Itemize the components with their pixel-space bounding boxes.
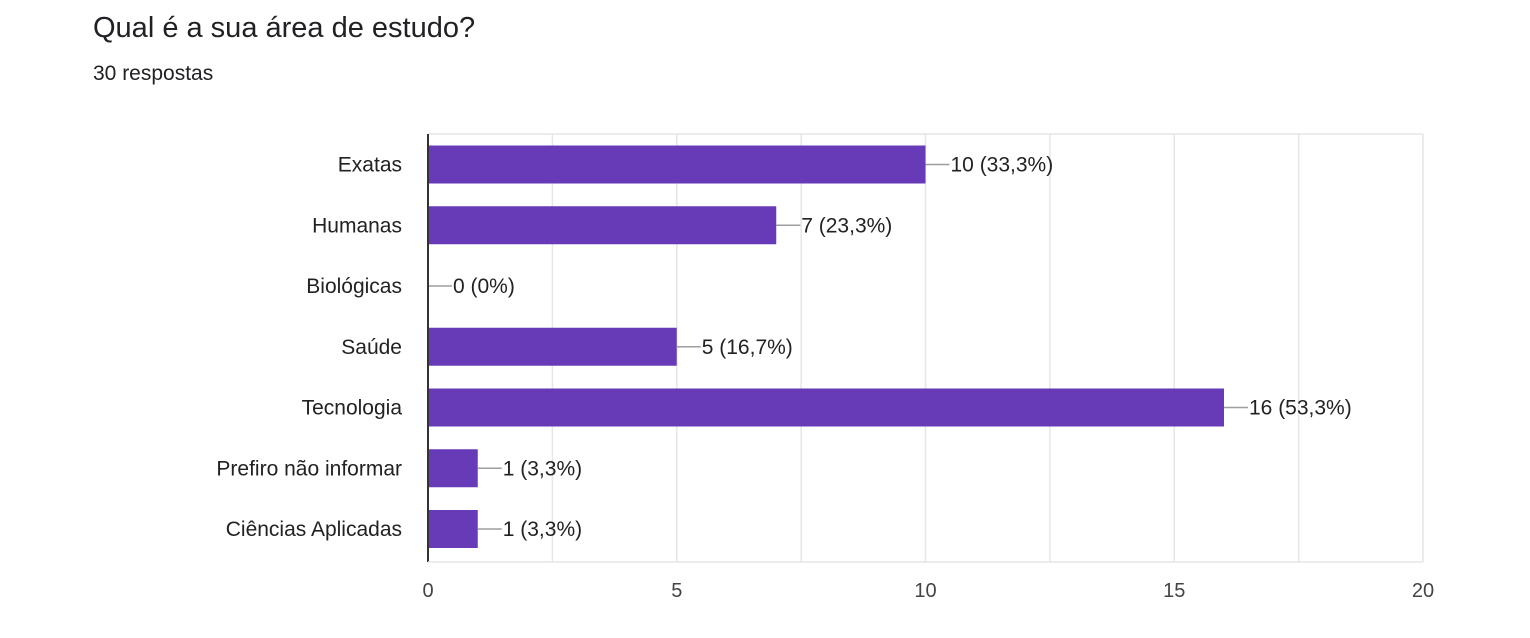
category-label: Humanas — [312, 214, 402, 237]
question-title: Qual é a sua área de estudo? — [93, 12, 476, 44]
data-label: 0 (0%) — [453, 275, 515, 298]
bar-5 — [428, 388, 1224, 427]
bar-1 — [428, 145, 926, 184]
x-tick-label: 20 — [1412, 580, 1434, 602]
bars — [428, 145, 1224, 548]
bar-2 — [428, 206, 777, 245]
category-label: Ciências Aplicadas — [226, 518, 402, 541]
x-tick-label: 15 — [1163, 580, 1185, 602]
data-label: 1 (3,3%) — [503, 457, 582, 480]
category-label: Tecnologia — [302, 397, 403, 420]
category-label: Exatas — [338, 154, 402, 177]
bar-6 — [428, 449, 478, 488]
category-label: Biológicas — [306, 275, 402, 298]
bar-4 — [428, 327, 677, 366]
labels: Exatas 10 (33,3%) Humanas 7 (23,3%) Biológic… — [216, 154, 1351, 542]
axes: 0 5 10 15 20 — [422, 134, 1434, 602]
data-label: 10 (33,3%) — [951, 154, 1054, 177]
x-tick-label: 5 — [671, 580, 682, 602]
data-label: 1 (3,3%) — [503, 518, 582, 541]
data-label: 7 (23,3%) — [801, 214, 892, 237]
data-label: 16 (53,3%) — [1249, 397, 1352, 420]
data-label: 5 (16,7%) — [702, 336, 793, 359]
bar-7 — [428, 510, 478, 548]
x-tick-label: 0 — [422, 580, 433, 602]
category-label: Saúde — [341, 336, 402, 359]
category-label: Prefiro não informar — [216, 457, 402, 480]
response-count: 30 respostas — [93, 62, 214, 85]
x-tick-label: 10 — [914, 580, 936, 602]
